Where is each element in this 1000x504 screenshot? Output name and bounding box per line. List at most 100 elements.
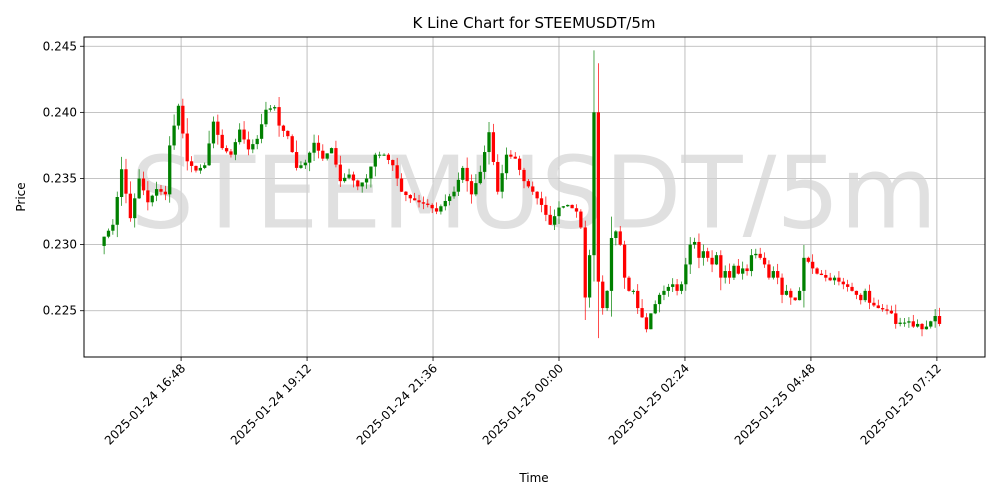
candle-body <box>316 142 321 151</box>
candle-body <box>334 148 338 165</box>
candle-body <box>867 290 872 303</box>
candle-body <box>692 241 697 245</box>
candle-body <box>815 268 819 274</box>
candle-body <box>850 286 854 291</box>
chart-title: K Line Chart for STEEMUSDT/5m <box>412 14 655 32</box>
candle-body <box>697 241 701 258</box>
candle-body <box>605 290 609 309</box>
candle-body <box>211 121 216 144</box>
candle-body <box>465 167 469 182</box>
candle-body <box>583 227 587 298</box>
candle-body <box>443 200 447 207</box>
candle-body <box>395 165 399 179</box>
candle-body <box>714 255 719 265</box>
candle-body <box>347 174 351 178</box>
candle-body <box>299 165 303 168</box>
candle-body <box>203 165 207 168</box>
candle-body <box>898 322 902 324</box>
candle-body <box>859 294 863 301</box>
candle-body <box>509 154 513 157</box>
candle-body <box>601 281 605 309</box>
grid-layer <box>84 37 985 357</box>
candle-body <box>281 125 286 131</box>
candle-body <box>649 313 653 330</box>
candle-body <box>894 313 898 324</box>
candle-body <box>662 290 666 295</box>
candle-body <box>570 204 574 209</box>
candle-body <box>378 154 382 156</box>
candle-body <box>592 112 596 256</box>
candle-body <box>854 290 859 295</box>
candle-body <box>404 191 408 196</box>
candle-body <box>154 189 159 196</box>
candle-body <box>233 142 237 155</box>
candle-body <box>386 154 391 160</box>
candle-body <box>920 323 924 330</box>
candle-body <box>754 253 758 256</box>
candle-body <box>841 281 845 285</box>
candle-body <box>382 154 386 156</box>
candle-body <box>168 145 172 195</box>
candle-body <box>216 121 220 135</box>
candle-body <box>434 208 439 212</box>
candle-body <box>574 208 579 212</box>
candle-body <box>916 323 920 327</box>
candle-body <box>268 108 272 110</box>
candle-body <box>679 284 684 291</box>
candle-body <box>321 150 325 159</box>
candle-body <box>767 264 771 278</box>
y-tick-label: 0.230 <box>43 238 77 252</box>
candle-body <box>513 156 517 159</box>
candle-body <box>452 191 456 197</box>
candle-body <box>491 132 496 162</box>
candle-body <box>308 152 312 163</box>
candle-body <box>360 182 364 187</box>
candle-body <box>548 214 552 225</box>
candle-body <box>806 257 810 262</box>
candle-body <box>246 139 251 150</box>
candle-body <box>128 193 133 219</box>
candle-body <box>421 202 426 204</box>
candle-body <box>881 308 885 310</box>
candle-body <box>229 151 233 155</box>
candle-body <box>666 286 670 291</box>
candle-body <box>539 198 544 205</box>
candle-body <box>531 186 535 192</box>
candle-body <box>710 257 714 265</box>
candle-body <box>185 133 189 162</box>
candle-body <box>557 207 561 217</box>
candle-body <box>115 197 119 225</box>
candle-body <box>408 195 412 199</box>
candle-body <box>723 271 727 278</box>
candle-body <box>399 178 404 192</box>
candle-body <box>627 277 631 291</box>
candle-body <box>622 244 627 278</box>
candle-body <box>325 153 329 159</box>
candles-layer <box>102 50 942 339</box>
candle-body <box>277 107 281 126</box>
candle-body <box>159 189 163 192</box>
candle-body <box>312 142 316 153</box>
candle-body <box>719 255 723 278</box>
candle-body <box>824 275 828 278</box>
candle-body <box>846 284 850 287</box>
candle-body <box>522 169 526 182</box>
candle-body <box>163 191 167 195</box>
candle-body <box>150 195 154 203</box>
y-tick-label: 0.235 <box>43 171 77 185</box>
candle-body <box>137 178 141 199</box>
candle-body <box>369 166 373 179</box>
candle-body <box>448 196 452 201</box>
candle-body <box>469 181 474 195</box>
candle-body <box>758 253 762 258</box>
candle-body <box>614 231 618 238</box>
y-tick-label: 0.225 <box>43 304 77 318</box>
candle-body <box>579 211 583 228</box>
candle-body <box>727 271 732 278</box>
candle-body <box>242 129 246 140</box>
candle-body <box>303 162 307 166</box>
candle-body <box>653 304 657 314</box>
candle-body <box>745 268 749 272</box>
